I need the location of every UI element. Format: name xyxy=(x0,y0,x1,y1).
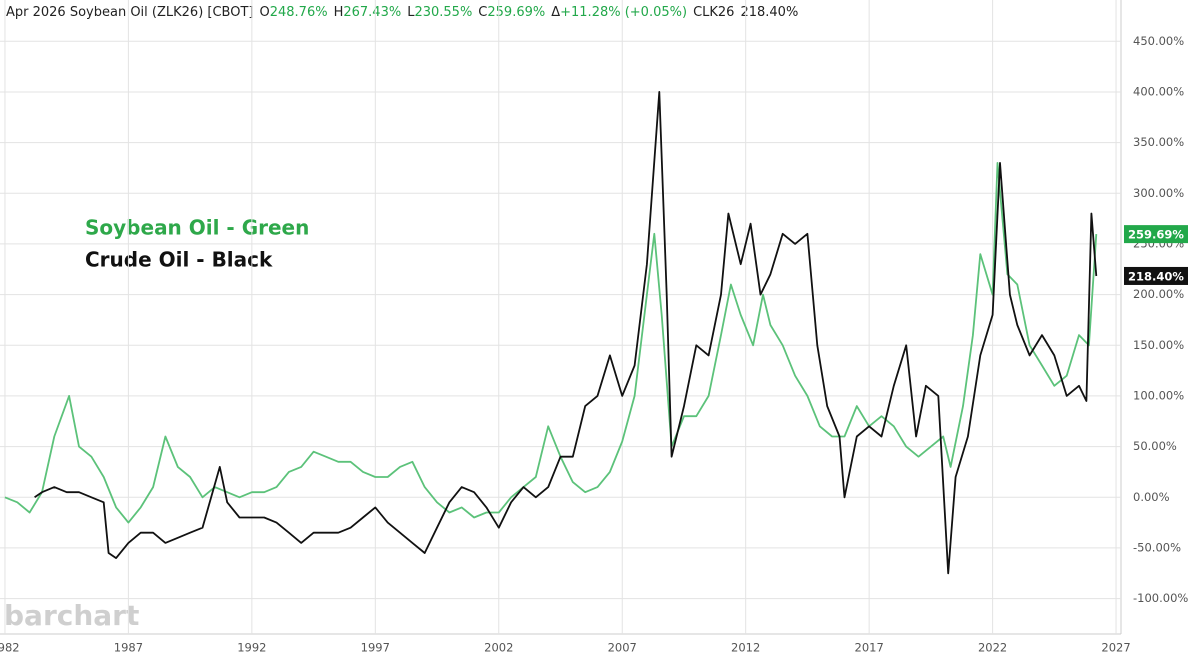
series-line xyxy=(34,91,1098,575)
x-tick-label: 2022 xyxy=(978,641,1007,655)
header-key: C xyxy=(478,5,487,20)
y-tick-label: 450.00% xyxy=(1133,34,1184,48)
y-tick-label: 350.00% xyxy=(1133,135,1184,149)
header-key: O xyxy=(260,5,270,20)
x-tick-label: 2012 xyxy=(731,641,760,655)
x-tick-label: 2017 xyxy=(855,641,884,655)
y-tick-label: -50.00% xyxy=(1133,540,1181,554)
annotation: Crude Oil - Black xyxy=(85,248,273,272)
y-tick-label: 150.00% xyxy=(1133,338,1184,352)
y-tick-label: 200.00% xyxy=(1133,287,1184,301)
header-key: H xyxy=(334,5,344,20)
y-tick-label: 300.00% xyxy=(1133,186,1184,200)
header-key: L xyxy=(407,5,415,20)
x-tick-label: 1987 xyxy=(114,641,143,655)
badge-label: 218.40% xyxy=(1128,269,1184,283)
annotation: Soybean Oil - Green xyxy=(85,216,309,240)
header-value: 230.55% xyxy=(414,5,472,20)
header: Apr 2026 Soybean Oil (ZLK26) [CBOT] O248.… xyxy=(6,5,798,20)
badge-label: 259.69% xyxy=(1128,228,1184,242)
y-tick-label: 100.00% xyxy=(1133,388,1184,402)
header-value: 259.69% xyxy=(487,5,545,20)
header-compare-value: 218.40% xyxy=(740,5,798,20)
y-tick-label: 400.00% xyxy=(1133,84,1184,98)
x-tick-label: 1997 xyxy=(361,641,390,655)
y-tick-label: 50.00% xyxy=(1133,439,1177,453)
watermark: barchart xyxy=(4,599,139,632)
header-symbol: Apr 2026 Soybean Oil (ZLK26) [CBOT] xyxy=(6,5,254,20)
x-tick-label: 1982 xyxy=(0,641,20,655)
header-key: Δ xyxy=(551,5,560,20)
last-value-badge: 218.40% xyxy=(1124,266,1188,285)
badge-box xyxy=(1124,266,1188,285)
header-value: +11.28% (+0.05%) xyxy=(560,5,687,20)
header-value: 267.43% xyxy=(343,5,401,20)
last-value-badge: 259.69% xyxy=(1124,225,1188,244)
series-line xyxy=(4,162,1098,524)
x-tick-label: 2027 xyxy=(1101,641,1130,655)
x-tick-label: 2007 xyxy=(608,641,637,655)
badge-box xyxy=(1124,225,1188,244)
header-compare-symbol: CLK26 xyxy=(693,5,734,20)
x-tick-label: 1992 xyxy=(237,641,266,655)
y-tick-label: 0.00% xyxy=(1133,490,1170,504)
x-tick-label: 2002 xyxy=(484,641,513,655)
y-tick-label: -100.00% xyxy=(1133,591,1188,605)
header-value: 248.76% xyxy=(270,5,328,20)
